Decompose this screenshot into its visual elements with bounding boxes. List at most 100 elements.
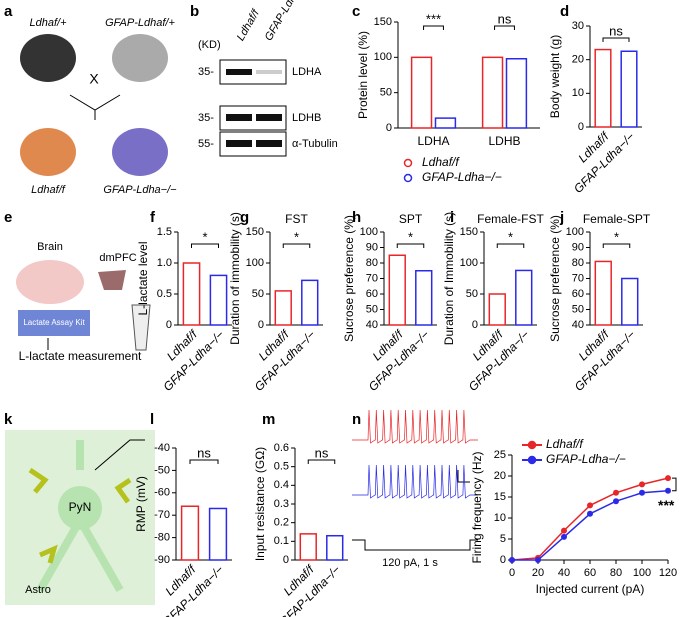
bar [415,270,433,326]
traces: 120 pA, 1 s [352,409,478,569]
significance-bracket [423,25,444,30]
point [665,487,671,494]
significance: *** [426,11,441,26]
significance: ns [197,445,211,460]
scale-bar [457,470,470,483]
point [639,489,645,496]
y-tick-label: 0.4 [274,479,289,491]
legend-label: Ldhaf/f [422,155,460,169]
chart-title: Female-FST [477,212,544,226]
label: L-lactate measurement [19,349,142,363]
label: LDHB [292,112,321,124]
label: Ldhaf/f [235,7,263,43]
panel-letter: k [4,411,13,428]
band [226,69,252,75]
y-tick-label: 50 [572,303,584,315]
series-line [512,489,669,561]
point [535,557,541,563]
mouse [112,128,168,176]
panel-letter: e [4,209,12,226]
label: α-Tubulin [292,138,338,150]
x-tick-label: 100 [633,567,651,579]
significance-bracket [189,459,219,464]
y-tick-label: 100 [566,226,584,238]
point [587,510,593,517]
legend-label: GFAP-Ldha−/− [422,170,502,184]
label: GFAP-Ldha−/− [263,0,310,43]
significance: ns [498,11,512,26]
x-tick-label: 120 [659,567,677,579]
bar [434,117,457,129]
significance-bracket [494,25,515,30]
bar [621,277,639,326]
y-tick-label: 0 [258,319,264,331]
panel-letter: c [352,3,360,20]
y-tick-label: 40 [366,319,378,331]
y-tick-label: 150 [460,226,478,238]
electrode [94,439,145,471]
label: Brain [37,241,63,253]
y-tick-label: 15 [494,491,506,503]
y-axis-label: Protein level (%) [356,31,370,119]
label: 55- [198,138,214,150]
bar [488,293,506,326]
significance-bracket [191,243,219,248]
brain [16,260,84,304]
y-tick-label: 1.5 [157,226,172,238]
legend-marker [527,440,537,450]
y-tick-label: 0.5 [274,461,289,473]
point [665,475,671,482]
bar [299,533,317,561]
y-tick-label: 40 [572,319,584,331]
y-tick-label: 80 [572,257,584,269]
chart-title: FST [285,212,308,226]
y-tick-label: 50 [380,87,392,99]
y-tick-label: -40 [154,442,170,454]
significance-bracket [307,459,336,464]
y-axis-label: RMP (mV) [134,476,148,532]
label: 35- [198,112,214,124]
y-tick-label: 10 [494,512,506,524]
point [639,481,645,488]
y-axis-label: Duration of immobility (s) [228,212,242,345]
legend-marker [403,158,413,168]
astrocyte [28,467,132,564]
point [561,527,567,534]
label: Astro [25,584,51,596]
significance-bracket [496,243,525,248]
label: LDHA [292,66,322,78]
label: Lactate Assay Kit [23,318,85,327]
y-tick-label: 5 [500,533,506,545]
bar [620,50,638,128]
tissue [98,270,126,290]
legend-marker [403,173,413,183]
bar [326,534,344,561]
mouse [20,128,76,176]
panel-letter: d [560,3,569,20]
y-tick-label: 60 [366,288,378,300]
y-axis-label: Firing frequency (Hz) [470,451,484,563]
y-tick-label: 0 [472,319,478,331]
label: GFAP-Ldhaf/+ [105,17,175,29]
y-axis-label: Body weight (g) [548,35,562,118]
trace [352,464,478,499]
bar [388,254,406,326]
bar [180,505,200,561]
bar [481,56,504,129]
panel-letter: b [190,3,199,20]
y-tick-label: 0.1 [274,535,289,547]
y-tick-label: 60 [572,288,584,300]
y-tick-label: 70 [366,272,378,284]
y-tick-label: 0.2 [274,517,289,529]
neuron [58,486,102,530]
bar [410,56,433,129]
y-tick-label: -60 [154,487,170,499]
y-tick-label: 100 [374,51,392,63]
y-tick-label: -90 [154,554,170,566]
y-tick-label: 50 [366,303,378,315]
panel-letter: j [559,209,564,226]
panel-b: (KD) Ldhaf/f GFAP-Ldha−/− 35- 35- 55- LD… [198,0,338,157]
legend-marker [527,455,537,465]
label: 120 pA, 1 s [382,557,438,569]
